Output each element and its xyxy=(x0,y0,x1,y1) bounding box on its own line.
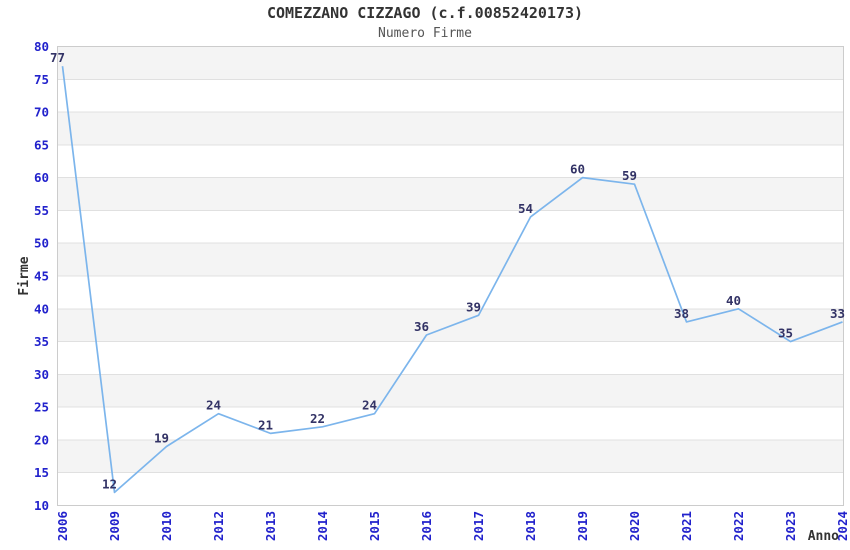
y-tick-label: 50 xyxy=(34,236,49,251)
data-label: 24 xyxy=(206,398,221,413)
x-tick-label: 2015 xyxy=(367,511,382,541)
data-label: 40 xyxy=(726,293,741,308)
x-axis-title: Anno xyxy=(808,529,839,544)
y-tick-label: 45 xyxy=(34,269,49,284)
x-tick-label: 2017 xyxy=(471,511,486,541)
y-tick-label: 20 xyxy=(34,432,49,447)
data-label: 60 xyxy=(570,162,585,177)
data-label: 19 xyxy=(154,430,169,445)
x-tick-label: 2024 xyxy=(835,511,850,541)
chart-title: COMEZZANO CIZZAGO (c.f.00852420173) xyxy=(266,4,584,22)
series-line xyxy=(61,66,843,494)
y-tick-label: 35 xyxy=(34,334,49,349)
y-tick-label: 55 xyxy=(34,203,49,218)
x-tick-label: 2016 xyxy=(419,511,434,541)
plot-band xyxy=(57,243,844,276)
plot-band xyxy=(57,177,844,211)
data-label: 54 xyxy=(518,201,533,216)
y-tick-label: 80 xyxy=(34,39,49,54)
x-tick-label: 2012 xyxy=(211,511,226,541)
plot-band xyxy=(57,112,844,145)
x-tick-label: 2013 xyxy=(263,511,278,541)
x-tick-label: 2022 xyxy=(731,511,746,541)
plot-band xyxy=(57,46,844,80)
y-tick-label: 25 xyxy=(34,400,49,415)
x-tick-label: 2023 xyxy=(783,511,798,541)
x-tick-label: 2021 xyxy=(679,511,694,541)
data-label: 35 xyxy=(778,326,793,341)
chart-subtitle: Numero Firme xyxy=(378,26,472,41)
x-tick-label: 2020 xyxy=(627,511,642,541)
y-tick-label: 15 xyxy=(34,465,49,480)
data-label: 77 xyxy=(50,50,65,65)
plot-band xyxy=(57,374,844,408)
x-tick-label: 2009 xyxy=(107,511,122,541)
y-tick-label: 70 xyxy=(34,105,49,120)
plot-border xyxy=(57,46,844,506)
x-tick-label: 2019 xyxy=(575,511,590,541)
data-label: 21 xyxy=(258,417,273,432)
data-label: 22 xyxy=(310,411,325,426)
data-label: 59 xyxy=(622,168,637,183)
y-tick-label: 65 xyxy=(34,137,49,152)
y-tick-label: 10 xyxy=(34,498,49,513)
data-label: 12 xyxy=(102,476,117,491)
data-label: 36 xyxy=(414,319,429,334)
y-tick-label: 40 xyxy=(34,301,49,316)
data-label: 39 xyxy=(466,299,481,314)
x-tick-label: 2018 xyxy=(523,511,538,541)
y-tick-label: 75 xyxy=(34,72,49,87)
x-tick-label: 2010 xyxy=(159,511,174,541)
x-tick-label: 2014 xyxy=(315,511,330,541)
data-label: 24 xyxy=(362,398,377,413)
x-tick-label: 2006 xyxy=(55,511,70,541)
data-label: 33 xyxy=(830,306,845,321)
y-axis-title: Firme xyxy=(17,256,32,295)
y-tick-label: 60 xyxy=(34,170,49,185)
data-label: 38 xyxy=(674,306,689,321)
y-tick-label: 30 xyxy=(34,367,49,382)
plot-band xyxy=(57,439,844,473)
